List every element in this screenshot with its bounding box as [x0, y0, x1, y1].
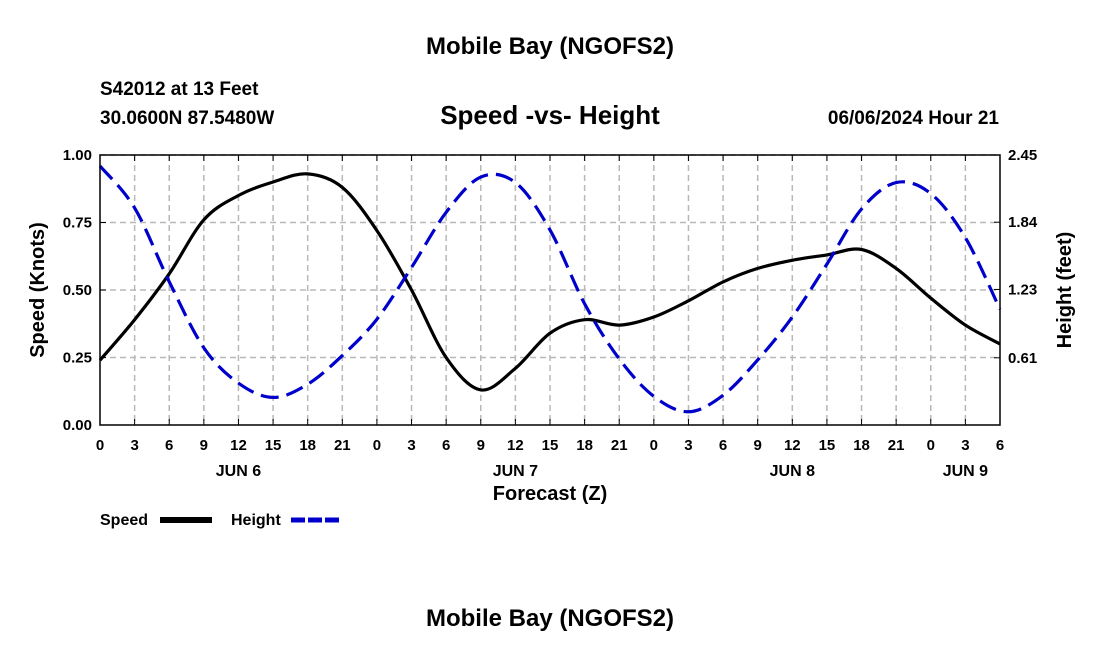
x-tick-label: 18 — [299, 437, 316, 454]
legend-label-height: Height — [231, 512, 281, 529]
y-tick-label-left: 0.25 — [63, 350, 92, 367]
chart-title: Speed -vs- Height — [440, 100, 660, 130]
axes: 0 3 6 9 12 15 18 21 0 3 6 9 12 15 18 21 0 3 6 9 12 15 18 21 0 3 6J… — [63, 147, 1038, 480]
station-coordinates: 30.0600N 87.5480W — [100, 108, 274, 129]
x-tick-label: 21 — [611, 437, 628, 454]
x-tick-label: 6 — [442, 437, 450, 454]
x-tick-label: 21 — [888, 437, 905, 454]
series-line-height — [98, 164, 1002, 414]
x-date-label: JUN 9 — [943, 463, 988, 480]
x-date-label: JUN 6 — [216, 463, 261, 480]
page-title-bottom: Mobile Bay (NGOFS2) — [426, 605, 674, 632]
x-tick-label: 0 — [373, 437, 381, 454]
x-tick-label: 15 — [265, 437, 282, 454]
valid-time: 06/06/2024 Hour 21 — [828, 108, 1000, 129]
x-axis-label: Forecast (Z) — [493, 483, 607, 505]
x-tick-label: 12 — [230, 437, 247, 454]
y-axis-label-left: Speed (Knots) — [27, 222, 49, 358]
y-tick-label-right: 1.84 — [1008, 214, 1038, 231]
grid-lines — [100, 154, 1000, 425]
x-tick-label: 9 — [477, 437, 485, 454]
series-line-speed — [98, 172, 1001, 392]
legend: Speed Height — [100, 512, 342, 529]
x-date-label: JUN 7 — [493, 463, 538, 480]
y-tick-label-left: 1.00 — [63, 147, 92, 164]
y-tick-label-left: 0.50 — [63, 282, 92, 299]
x-tick-label: 3 — [684, 437, 692, 454]
x-tick-label: 6 — [719, 437, 727, 454]
x-tick-label: 3 — [407, 437, 415, 454]
page-title-top: Mobile Bay (NGOFS2) — [426, 33, 674, 60]
x-tick-label: 3 — [961, 437, 969, 454]
x-tick-label: 9 — [200, 437, 208, 454]
station-id: S42012 at 13 Feet — [100, 79, 259, 100]
x-tick-label: 9 — [754, 437, 762, 454]
x-tick-label: 6 — [165, 437, 173, 454]
x-tick-label: 12 — [784, 437, 801, 454]
x-tick-label: 15 — [542, 437, 559, 454]
x-tick-label: 0 — [96, 437, 104, 454]
legend-label-speed: Speed — [100, 512, 148, 529]
data-series — [98, 164, 1002, 414]
y-tick-label-left: 0.75 — [63, 215, 92, 232]
x-tick-label: 18 — [853, 437, 870, 454]
x-tick-label: 0 — [650, 437, 658, 454]
x-tick-label: 12 — [507, 437, 524, 454]
x-tick-label: 6 — [996, 437, 1004, 454]
x-date-label: JUN 8 — [770, 463, 815, 480]
x-tick-label: 21 — [334, 437, 351, 454]
y-tick-label-left: 0.00 — [63, 417, 92, 434]
y-tick-label-right: 0.61 — [1008, 350, 1037, 367]
y-axis-label-right: Height (feet) — [1054, 232, 1076, 349]
x-tick-label: 0 — [927, 437, 935, 454]
x-tick-label: 3 — [130, 437, 138, 454]
x-tick-label: 15 — [819, 437, 836, 454]
y-tick-label-right: 2.45 — [1008, 147, 1037, 164]
y-tick-label-right: 1.23 — [1008, 281, 1037, 298]
x-tick-label: 18 — [576, 437, 593, 454]
